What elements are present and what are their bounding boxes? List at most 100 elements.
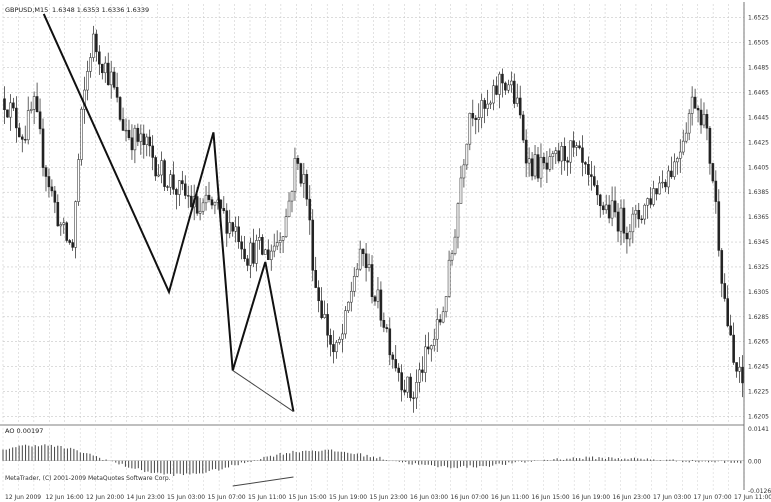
candle-body (687, 113, 691, 134)
candle-body (15, 107, 18, 129)
y-tick-label: 1.6425 (748, 139, 769, 146)
x-tick-label: 16 Jun 07:00 (451, 494, 489, 501)
candle-body (495, 85, 498, 95)
candle-body (213, 202, 217, 206)
candle-body (287, 200, 291, 217)
candle-body (210, 199, 214, 206)
candle-body (59, 224, 63, 227)
candle-body (649, 198, 652, 205)
candle-body (228, 222, 232, 234)
ao-y-tick-label: 0.00 (748, 459, 762, 466)
zigzag-annotations (42, 13, 295, 487)
candle-body (527, 158, 531, 164)
candle-body (136, 127, 140, 142)
x-tick-label: 15 Jun 03:00 (167, 494, 205, 501)
candle-body (284, 216, 288, 237)
candle-body (581, 147, 584, 163)
candle-body (148, 136, 152, 147)
candle-body (74, 201, 77, 248)
candle-body (486, 103, 489, 109)
candle-body (32, 96, 36, 110)
candle-body (545, 162, 549, 170)
x-tick-label: 15 Jun 07:00 (208, 494, 246, 501)
candle-body (109, 71, 113, 86)
candle-body (729, 325, 732, 336)
candle-body (181, 180, 184, 185)
candle-body (507, 84, 510, 91)
candle-body (264, 249, 267, 255)
candle-body (142, 133, 146, 145)
candle-body (169, 174, 172, 188)
candle-body (394, 359, 398, 369)
candle-body (622, 207, 626, 234)
candle-body (320, 300, 323, 318)
candle-body (652, 188, 655, 205)
candle-body (690, 96, 694, 114)
candle-body (483, 100, 486, 109)
candle-body (246, 258, 249, 266)
candle-body (317, 287, 320, 302)
candle-body (521, 114, 525, 141)
candle-body (717, 201, 721, 251)
y-tick-label: 1.6505 (748, 40, 769, 47)
candle-body (518, 97, 522, 116)
candle-body (569, 140, 572, 163)
candle-body (598, 194, 602, 207)
candle-body (361, 248, 365, 254)
y-tick-label: 1.6225 (748, 389, 769, 396)
candle-body (658, 182, 661, 195)
candle-body (139, 133, 143, 142)
candle-body (207, 194, 211, 200)
candle-body (702, 114, 706, 126)
candle-body (548, 156, 552, 170)
candle-body (231, 222, 234, 232)
candle-body (234, 226, 237, 232)
candle-body (332, 344, 335, 353)
candle-body (305, 174, 309, 200)
candle-body (118, 97, 122, 120)
candle-body (344, 310, 347, 335)
x-tick-label: 12 Jun 16:00 (46, 494, 84, 501)
candle-body (338, 338, 341, 343)
ao-histogram (2, 444, 744, 477)
candle-body (403, 389, 406, 393)
y-tick-label: 1.6485 (748, 65, 769, 72)
candle-body (95, 33, 98, 53)
candle-body (373, 296, 377, 302)
candle-body (708, 127, 712, 164)
candle-body (510, 80, 513, 86)
candle-body (314, 270, 317, 288)
candle-body (409, 376, 412, 398)
copyright-text: MetaTrader, (C) 2001-2009 MetaQuotes Sof… (5, 475, 171, 482)
candle-body (595, 185, 599, 196)
candle-body (364, 253, 368, 268)
candle-body (50, 186, 54, 192)
chart-grid (2, 4, 745, 490)
candle-body (44, 167, 48, 177)
candle-body (430, 345, 433, 350)
x-tick-label: 15 Jun 11:00 (248, 494, 286, 501)
candle-body (696, 108, 700, 111)
candle-body (421, 369, 424, 373)
candle-body (121, 119, 125, 131)
candle-body (515, 97, 519, 104)
candle-body (643, 204, 646, 220)
candle-body (498, 73, 501, 95)
x-tick-label: 15 Jun 23:00 (370, 494, 408, 501)
y-tick-label: 1.6245 (748, 364, 769, 371)
candle-body (103, 62, 107, 74)
x-tick-label: 16 Jun 19:00 (572, 494, 610, 501)
candle-body (613, 200, 617, 213)
y-tick-label: 1.6325 (748, 264, 769, 271)
candle-body (275, 242, 279, 247)
candle-body (89, 57, 92, 72)
candle-body (56, 202, 60, 227)
candle-body (258, 237, 261, 241)
candle-body (566, 160, 569, 163)
candle-body (732, 334, 735, 363)
candle-body (355, 268, 359, 277)
candle-body (477, 117, 481, 120)
ohlc-values: 1.6348 1.6353 1.6336 1.6339 (52, 6, 149, 14)
